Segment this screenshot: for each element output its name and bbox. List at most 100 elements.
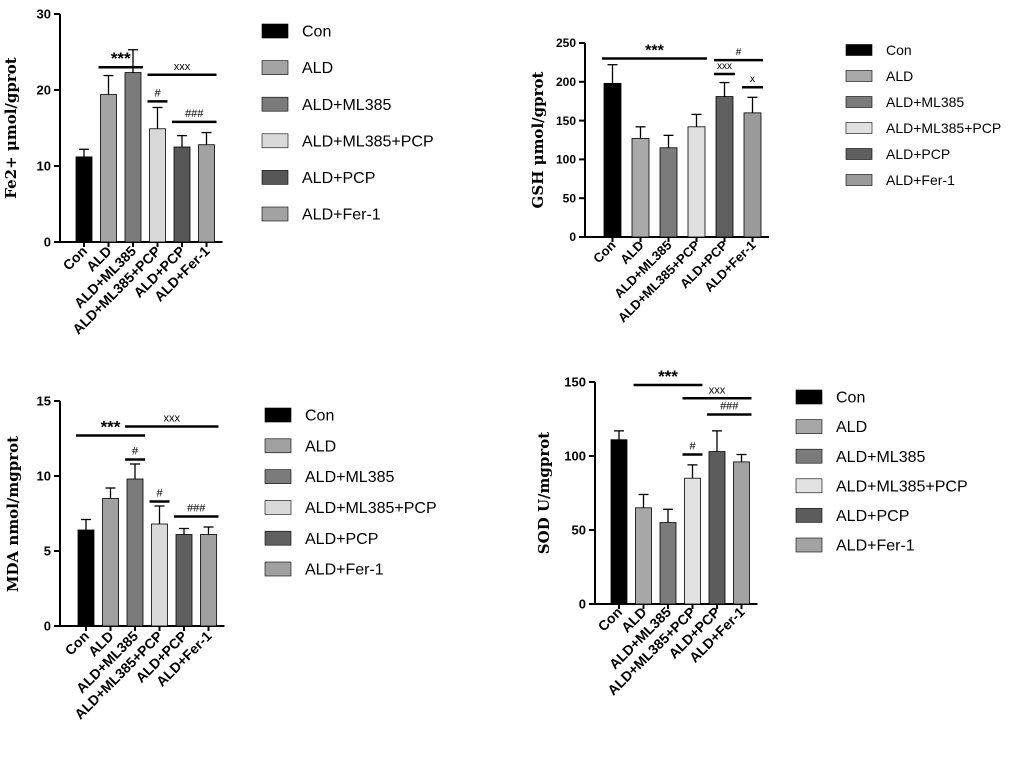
- y-tick-label: 15: [37, 394, 51, 409]
- legend-swatch: [261, 60, 289, 75]
- bar-ald-ml385-pcp: [149, 128, 166, 243]
- legend-label: ALD+PCP: [836, 508, 909, 525]
- chart-panel-1: Fe2+ μmol/gprot 0 10 20 30 Con ALD ALD+ML385 ALD…: [2, 7, 434, 338]
- legend-label: ALD+ML385: [886, 94, 964, 110]
- legend-label: ALD+Fer-1: [302, 207, 381, 224]
- significance-label: #: [156, 488, 163, 500]
- y-tick-label: 10: [37, 159, 51, 174]
- bar-ald-fer-1: [743, 112, 762, 238]
- y-tick-label: 0: [579, 597, 586, 612]
- legend-label: ALD+ML385+PCP: [836, 478, 968, 495]
- bar-ald-ml385: [659, 522, 677, 605]
- legend-label: ALD+ML385: [836, 449, 925, 466]
- bar-ald-ml385: [124, 72, 142, 243]
- legend-swatch: [795, 508, 823, 523]
- y-tick-label: 0: [569, 230, 576, 244]
- bar-ald-fer-1: [198, 144, 215, 243]
- y-tick-label: 0: [44, 235, 51, 250]
- significance-label: ***: [645, 43, 664, 60]
- y-tick-label: 250: [556, 36, 576, 50]
- significance-label: #: [154, 87, 161, 99]
- y-axis-label: SOD U/mgprot: [535, 432, 553, 554]
- legend-label: ALD+PCP: [302, 170, 375, 187]
- y-tick-label: 0: [44, 619, 51, 634]
- y-tick-label: 20: [37, 83, 51, 98]
- legend-label: ALD: [886, 68, 913, 84]
- legend-swatch: [261, 96, 289, 112]
- bar-con: [603, 82, 622, 238]
- significance-label: ###: [720, 401, 739, 413]
- y-tick-label: 10: [37, 469, 51, 484]
- legend-swatch: [795, 478, 823, 494]
- legend-swatch: [264, 500, 292, 515]
- y-axis-label: MDA nmol/mgprot: [4, 436, 22, 592]
- bar-ald-pcp: [173, 146, 191, 243]
- legend-swatch: [264, 561, 292, 577]
- bar-con: [610, 439, 628, 605]
- bar-ald: [635, 507, 652, 605]
- legend-label: ALD+PCP: [305, 531, 378, 548]
- x-tick-label: Con: [590, 237, 619, 266]
- y-tick-label: 150: [564, 375, 586, 390]
- chart-panel-3: MDA nmol/mgprot 0 5 10 15 Con ALD ALD+ML385 ALD+…: [4, 394, 437, 723]
- significance-label: #: [689, 441, 696, 453]
- x-tick-label: Con: [62, 628, 93, 659]
- legend-swatch: [845, 148, 873, 160]
- legend-swatch: [261, 133, 289, 149]
- significance-label: #: [132, 446, 139, 458]
- legend-swatch: [845, 96, 873, 108]
- y-tick-label: 150: [556, 114, 576, 128]
- legend-swatch: [261, 170, 289, 185]
- legend-label: ALD+ML385+PCP: [886, 120, 1001, 136]
- legend-swatch: [795, 448, 823, 464]
- bar-ald-fer-1: [200, 534, 217, 627]
- significance-label: xxx: [717, 61, 732, 72]
- legend-label: ALD: [305, 438, 336, 455]
- significance-label: ###: [187, 503, 206, 515]
- y-tick-label: 100: [564, 449, 586, 464]
- significance-label: xxx: [709, 384, 726, 396]
- legend-label: Con: [305, 408, 334, 425]
- chart-panel-4: SOD U/mgprot 0 50 100 150 Con ALD ALD+ML385 ALD+…: [535, 367, 968, 698]
- legend-swatch: [795, 419, 823, 434]
- bar-ald: [100, 94, 117, 243]
- legend-swatch: [261, 206, 289, 222]
- y-tick-label: 50: [572, 523, 586, 538]
- legend-swatch: [795, 537, 823, 553]
- legend-swatch: [261, 23, 289, 39]
- y-tick-label: 200: [556, 75, 576, 89]
- bar-ald: [102, 498, 119, 627]
- bar-ald-ml385: [659, 147, 678, 238]
- legend-label: ALD: [302, 60, 333, 77]
- legend-swatch: [795, 389, 823, 405]
- legend-swatch: [845, 174, 873, 186]
- legend-swatch: [264, 407, 292, 423]
- legend-swatch: [264, 469, 292, 484]
- bar-ald-ml385-pcp: [684, 477, 701, 605]
- legend-label: Con: [836, 390, 865, 407]
- legend-swatch: [845, 44, 873, 56]
- significance-label: ***: [111, 49, 131, 68]
- legend-label: ALD: [836, 419, 867, 436]
- legend-swatch: [845, 122, 873, 134]
- bar-ald-ml385-pcp: [151, 523, 168, 627]
- significance-label: xxx: [174, 61, 191, 73]
- bar-con: [77, 529, 95, 627]
- legend-label: ALD+Fer-1: [886, 172, 955, 188]
- legend-label: ALD+ML385: [305, 469, 394, 486]
- legend-swatch: [264, 438, 292, 454]
- bar-ald-pcp: [715, 96, 734, 238]
- legend-label: ALD+PCP: [886, 146, 950, 162]
- bar-ald-ml385-pcp: [687, 126, 706, 238]
- chart-panel-2: GSH μmol/gprot 0 50 100 150 200 250 Con ALD ALD+M…: [529, 36, 1001, 325]
- bar-con: [75, 156, 93, 243]
- legend-label: ALD+Fer-1: [836, 538, 915, 555]
- legend-label: ALD+ML385+PCP: [302, 133, 434, 150]
- legend-label: ALD+Fer-1: [305, 562, 384, 579]
- bar-ald-pcp: [708, 451, 726, 605]
- bar-ald-fer-1: [733, 461, 750, 605]
- y-axis-label: Fe2+ μmol/gprot: [2, 57, 20, 199]
- y-tick-label: 5: [44, 544, 51, 559]
- legend-swatch: [264, 530, 292, 546]
